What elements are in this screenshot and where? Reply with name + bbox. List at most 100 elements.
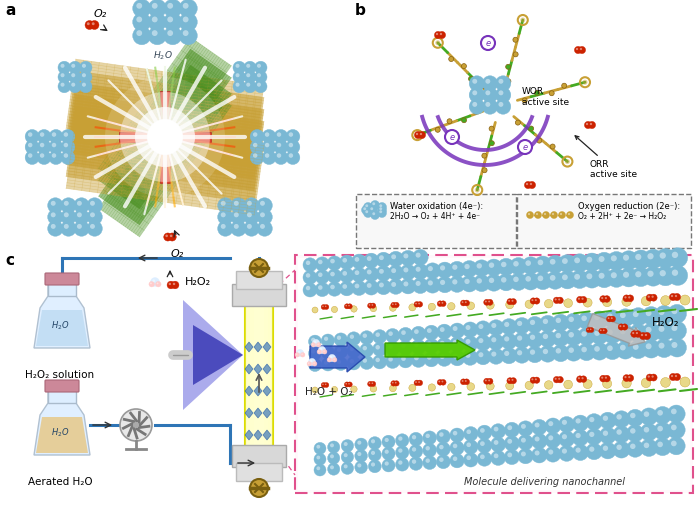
Circle shape (553, 376, 560, 383)
Circle shape (466, 429, 471, 434)
Circle shape (246, 73, 251, 77)
Text: c: c (5, 253, 14, 268)
Circle shape (314, 464, 326, 476)
Circle shape (391, 381, 396, 386)
Polygon shape (36, 417, 88, 453)
Circle shape (538, 260, 543, 265)
Circle shape (540, 330, 556, 347)
Circle shape (603, 297, 612, 307)
Circle shape (449, 262, 466, 278)
Circle shape (501, 319, 517, 335)
Circle shape (639, 332, 647, 339)
Circle shape (586, 414, 602, 430)
Circle shape (554, 378, 556, 380)
Circle shape (646, 374, 653, 381)
Circle shape (475, 349, 491, 365)
Circle shape (375, 358, 380, 362)
Circle shape (372, 342, 386, 357)
Circle shape (642, 323, 660, 341)
Polygon shape (179, 132, 211, 142)
Circle shape (231, 209, 246, 225)
Circle shape (645, 343, 652, 349)
Circle shape (260, 224, 265, 229)
Circle shape (514, 347, 530, 363)
Circle shape (461, 379, 466, 385)
Circle shape (498, 102, 503, 107)
Circle shape (530, 183, 532, 185)
Circle shape (447, 383, 455, 391)
Circle shape (469, 87, 484, 103)
Circle shape (357, 464, 361, 468)
Circle shape (603, 416, 608, 421)
Circle shape (150, 283, 152, 284)
Circle shape (372, 330, 386, 343)
FancyArrow shape (385, 340, 475, 360)
Circle shape (363, 359, 367, 363)
Circle shape (257, 221, 272, 236)
Circle shape (368, 437, 382, 449)
Circle shape (330, 466, 334, 469)
Circle shape (355, 438, 368, 451)
Polygon shape (99, 37, 232, 197)
Circle shape (344, 465, 348, 469)
Circle shape (320, 348, 322, 350)
Circle shape (484, 299, 490, 306)
Circle shape (350, 347, 354, 351)
Circle shape (372, 382, 373, 384)
Circle shape (485, 300, 486, 302)
Circle shape (673, 373, 680, 381)
Circle shape (295, 352, 300, 357)
Circle shape (573, 415, 589, 431)
Circle shape (598, 256, 605, 262)
Circle shape (440, 33, 442, 35)
Circle shape (650, 374, 657, 381)
Circle shape (535, 450, 540, 456)
Circle shape (376, 266, 391, 281)
Circle shape (468, 76, 473, 81)
Circle shape (603, 329, 605, 331)
Circle shape (377, 206, 386, 215)
Circle shape (453, 354, 458, 359)
Polygon shape (99, 77, 232, 237)
Circle shape (603, 295, 610, 302)
Circle shape (526, 212, 533, 219)
Circle shape (599, 412, 616, 429)
Circle shape (274, 129, 288, 143)
Circle shape (391, 282, 396, 287)
Circle shape (452, 279, 457, 284)
Circle shape (436, 442, 450, 456)
Circle shape (311, 349, 315, 354)
Circle shape (173, 283, 175, 285)
Circle shape (412, 460, 416, 464)
Circle shape (324, 305, 329, 310)
Circle shape (518, 448, 533, 464)
Circle shape (673, 293, 680, 300)
Circle shape (508, 379, 510, 381)
Bar (245, 300, 250, 450)
Circle shape (323, 349, 327, 354)
Circle shape (372, 203, 375, 205)
Circle shape (428, 266, 433, 271)
Circle shape (594, 346, 600, 351)
Circle shape (482, 153, 487, 158)
Circle shape (401, 343, 406, 348)
Circle shape (306, 273, 310, 278)
Circle shape (183, 30, 188, 36)
Circle shape (360, 331, 374, 344)
Circle shape (150, 278, 160, 286)
Circle shape (370, 381, 376, 386)
Circle shape (626, 425, 644, 442)
Circle shape (631, 331, 638, 337)
Circle shape (545, 446, 561, 462)
Circle shape (315, 270, 330, 284)
Circle shape (394, 381, 399, 386)
Circle shape (607, 345, 612, 351)
Circle shape (411, 339, 426, 354)
Circle shape (578, 377, 580, 379)
Circle shape (368, 381, 373, 386)
Circle shape (82, 64, 86, 68)
Circle shape (449, 276, 466, 292)
Circle shape (351, 386, 357, 392)
Circle shape (577, 296, 583, 303)
Circle shape (559, 271, 577, 289)
